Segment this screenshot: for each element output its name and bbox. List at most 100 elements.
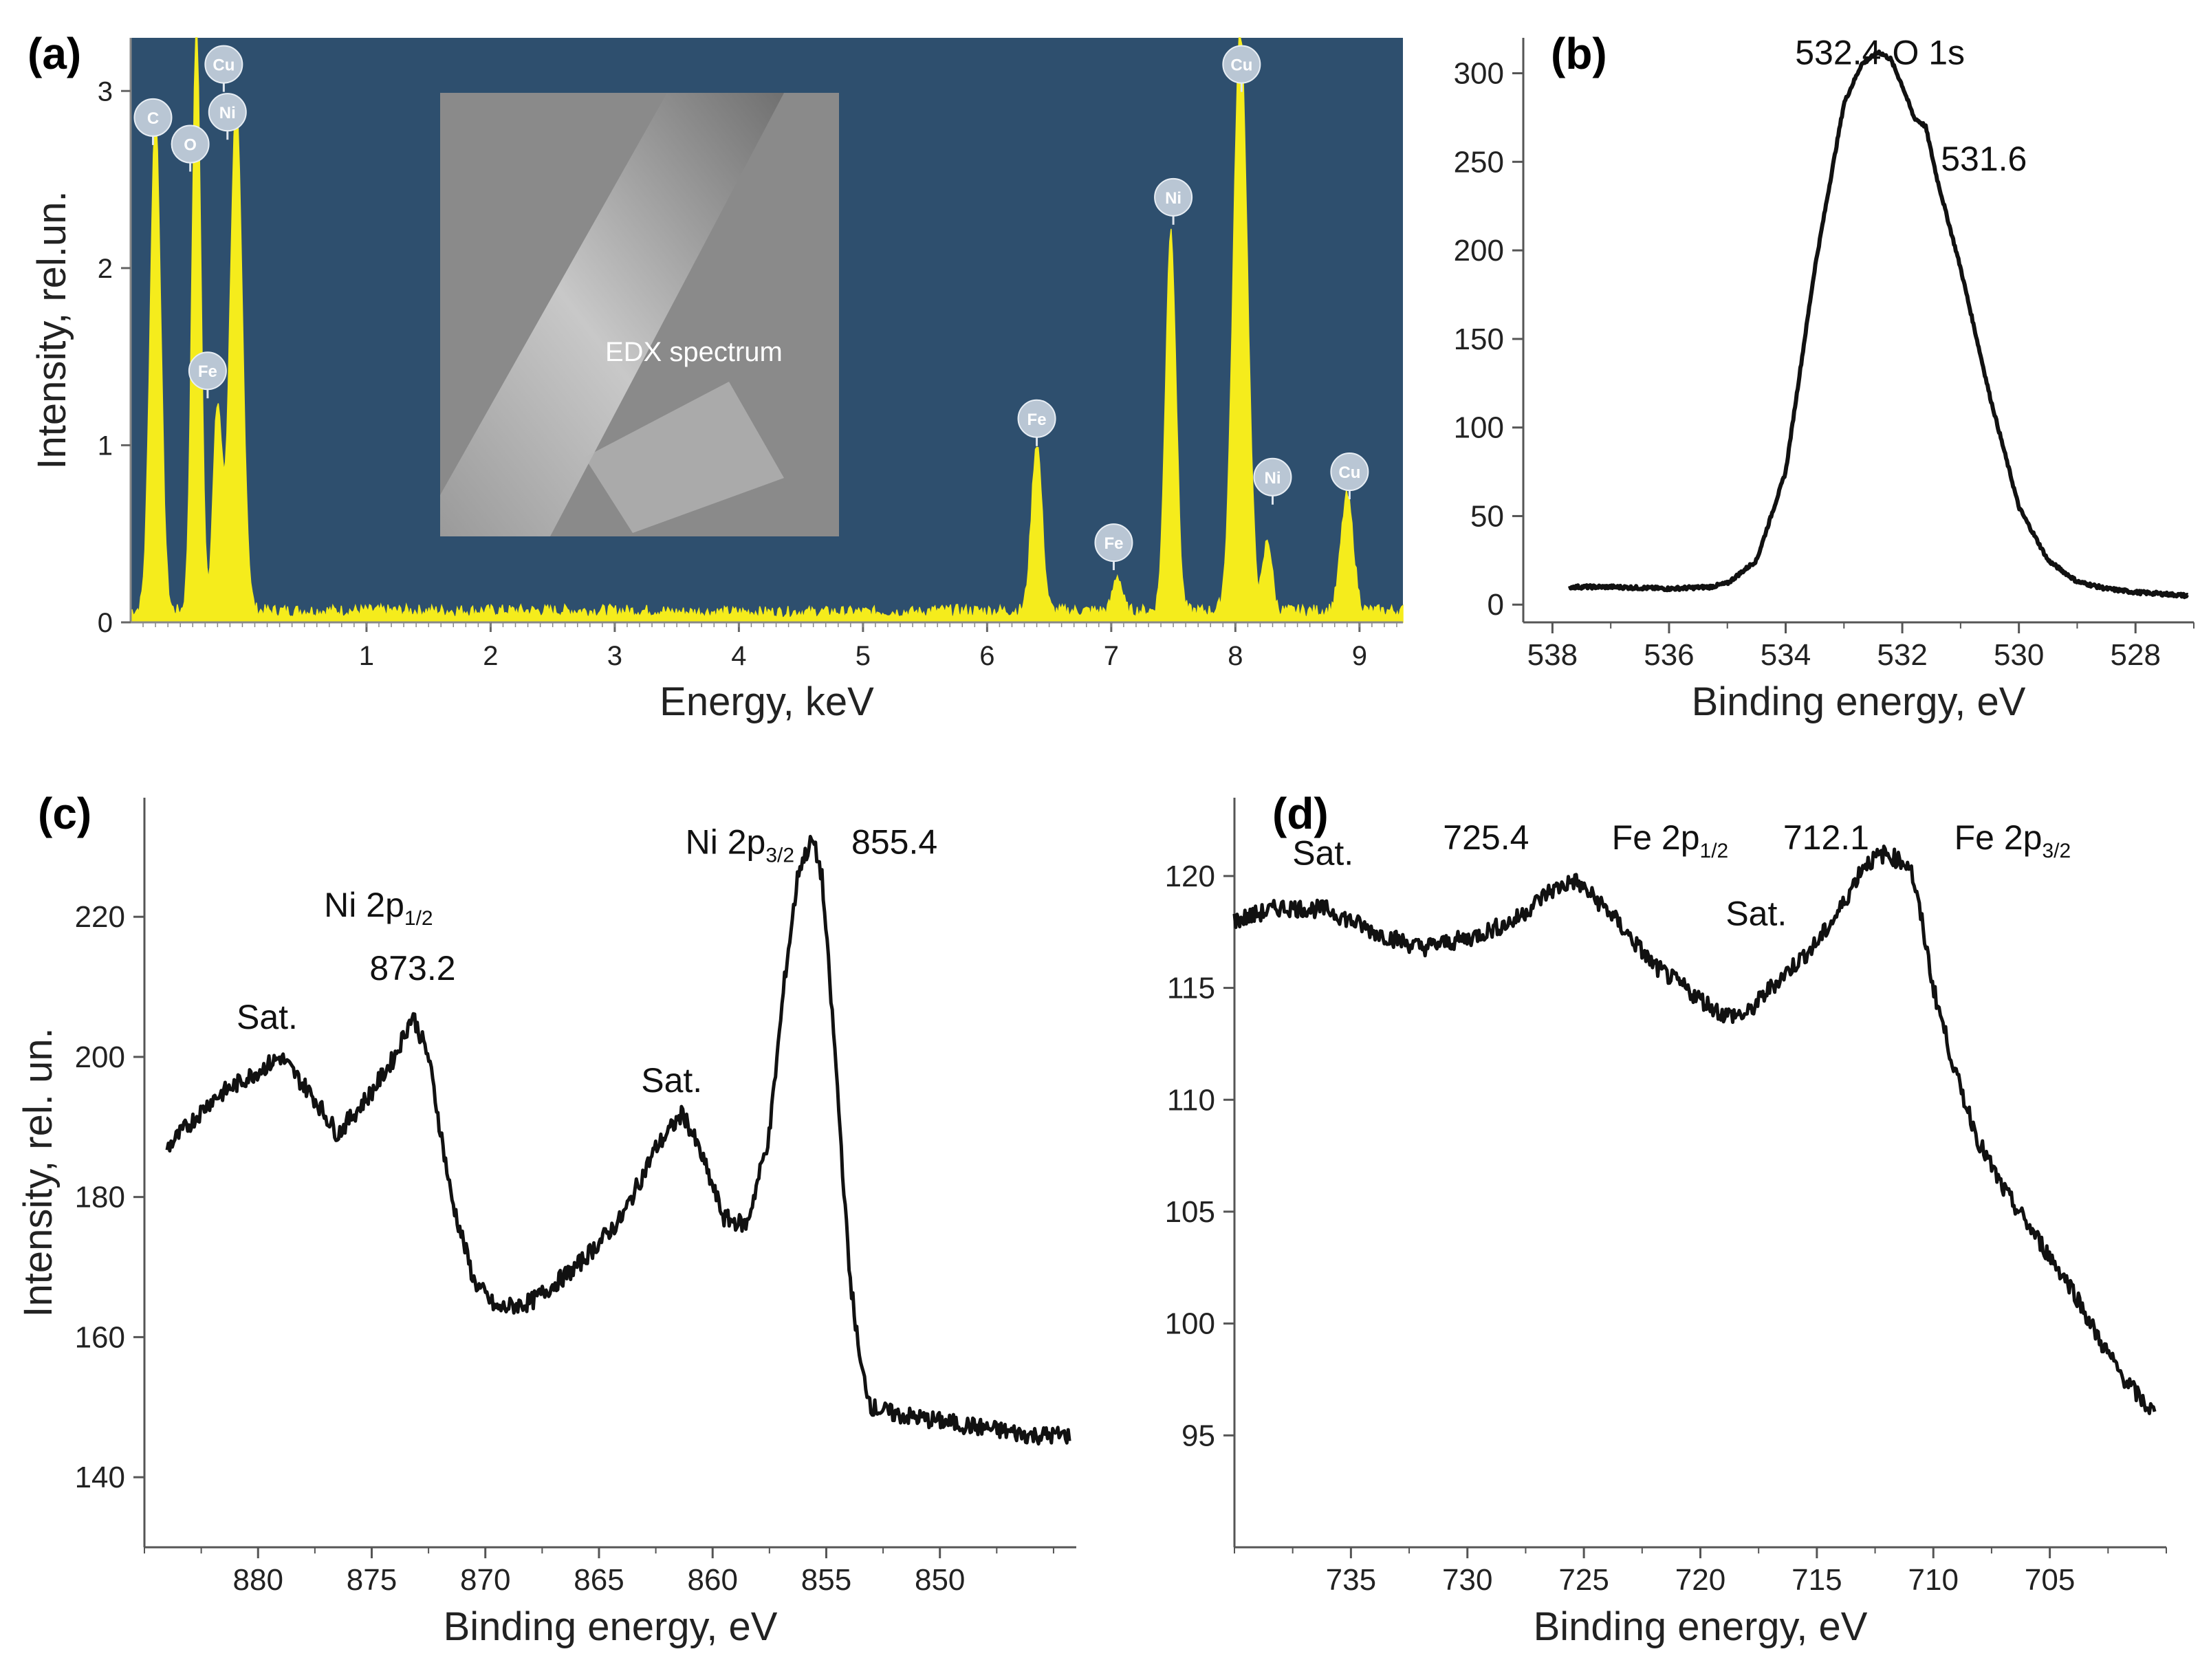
y-tick-label: 100: [1454, 411, 1504, 445]
y-tick-label: 100: [1165, 1307, 1215, 1341]
x-tick-label: 725: [1558, 1563, 1609, 1597]
x-tick-label: 880: [233, 1563, 283, 1597]
x-axis-title: Binding energy, eV: [444, 1604, 778, 1649]
x-tick-label: 710: [1908, 1563, 1959, 1597]
x-tick-label: 528: [2111, 638, 2161, 672]
y-tick-label: 2: [98, 254, 113, 284]
edx-element-badge: [204, 45, 243, 84]
x-tick-label: 715: [1791, 1563, 1842, 1597]
edx-element-label: C: [147, 109, 159, 128]
y-tick-label: 160: [75, 1320, 125, 1354]
annotation: Sat.: [1292, 834, 1353, 873]
x-tick-label: 720: [1675, 1563, 1725, 1597]
annotation: Sat.: [1725, 894, 1787, 932]
x-axis-title: Energy, keV: [660, 679, 874, 724]
x-axis-title: Binding energy, eV: [1534, 1604, 1868, 1649]
edx-element-label: Cu: [1338, 463, 1360, 482]
panel-label: (a): [28, 29, 81, 78]
x-tick-label: 6: [979, 641, 994, 671]
y-tick-label: 300: [1454, 57, 1504, 91]
edx-element-label: Fe: [198, 362, 217, 381]
edx-element-badge: [171, 124, 210, 164]
y-tick-label: 3: [98, 76, 113, 107]
panel-a: C O Cu Ni Fe Fe Fe Ni Cu Ni Cu EDX spectrum 1 2 3 4 5 6 7 8…: [28, 29, 1404, 724]
series-line: [1567, 50, 2190, 600]
edx-element-badge: [1330, 452, 1369, 492]
edx-element-label: Ni: [1165, 189, 1181, 208]
y-tick-label: 220: [75, 900, 125, 934]
annotation: 855.4: [851, 822, 937, 861]
x-tick-label: 536: [1644, 638, 1694, 672]
panel-d: 735 730 725 720 715 710 705 95 100 105 110 115 120 Sa…: [1165, 789, 2167, 1649]
y-tick-label: 115: [1167, 972, 1215, 1005]
annotation: Fe 2p3/2: [1954, 818, 2071, 862]
x-tick-label: 855: [801, 1563, 851, 1597]
edx-element-badge: [1222, 45, 1261, 84]
annotation: 873.2: [369, 949, 455, 988]
x-tick-label: 3: [607, 641, 622, 671]
annotation: Fe 2p1/2: [1612, 818, 1729, 862]
annotation: Sat.: [641, 1061, 702, 1100]
y-axis-title: Intensity, rel. un.: [16, 1027, 61, 1317]
x-tick-label: 2: [483, 641, 498, 671]
x-tick-label: 705: [2025, 1563, 2075, 1597]
x-tick-label: 865: [574, 1563, 624, 1597]
y-tick-label: 200: [75, 1040, 125, 1074]
panel-label: (b): [1551, 29, 1607, 78]
x-tick-label: 850: [915, 1563, 965, 1597]
x-tick-label: 730: [1442, 1563, 1492, 1597]
y-tick-label: 95: [1181, 1419, 1215, 1452]
annotation: 712.1: [1783, 818, 1869, 857]
inset-nanorod: [440, 93, 784, 536]
panel-label: (d): [1272, 789, 1329, 838]
edx-element-badge: [133, 98, 173, 137]
y-tick-label: 140: [75, 1461, 125, 1494]
panel-label: (c): [38, 789, 91, 838]
y-tick-label: 110: [1167, 1083, 1215, 1117]
edx-element-label: Cu: [1230, 56, 1252, 75]
x-tick-label: 538: [1527, 638, 1578, 672]
x-tick-label: 7: [1104, 641, 1119, 671]
x-tick-label: 530: [1994, 638, 2044, 672]
annotation: 725.4: [1443, 818, 1529, 857]
edx-element-label: Ni: [219, 104, 236, 122]
x-axis-title: Binding energy, eV: [1692, 679, 2026, 724]
x-tick-label: 9: [1352, 641, 1367, 671]
x-tick-label: 534: [1761, 638, 1811, 672]
annotation: O 1s: [1892, 34, 1965, 72]
y-tick-label: 0: [1488, 588, 1504, 622]
series-line: [165, 835, 1071, 1446]
edx-element-label: Fe: [1027, 411, 1047, 429]
x-tick-label: 532: [1877, 638, 1927, 672]
x-tick-label: 8: [1228, 641, 1243, 671]
y-tick-label: 150: [1454, 323, 1504, 356]
y-axis-title: Intensity, rel.un.: [30, 190, 74, 469]
edx-element-badge: [1154, 177, 1193, 217]
y-tick-label: 250: [1454, 145, 1504, 179]
panel-b: 538 536 534 532 530 528 0 50 100 150 200 250 300 532.…: [1454, 29, 2194, 724]
y-tick-label: 120: [1165, 860, 1215, 893]
annotation: Ni 2p3/2: [686, 822, 794, 866]
y-tick-label: 0: [98, 608, 113, 638]
x-tick-label: 875: [347, 1563, 397, 1597]
edx-spectrum-area: [130, 37, 1404, 623]
inset-label: EDX spectrum: [605, 337, 783, 367]
annotation: Sat.: [237, 998, 298, 1036]
y-tick-label: 180: [75, 1181, 125, 1214]
edx-element-label: Cu: [213, 56, 235, 75]
x-tick-label: 735: [1326, 1563, 1376, 1597]
annotation: 531.6: [1941, 140, 2027, 178]
y-tick-label: 50: [1470, 499, 1504, 533]
edx-element-badge: [1017, 399, 1056, 438]
inset-particle: [585, 382, 784, 533]
edx-element-badge: [1094, 523, 1133, 563]
x-tick-label: 4: [731, 641, 746, 671]
edx-element-label: O: [184, 136, 197, 155]
x-tick-label: 1: [359, 641, 374, 671]
annotation: 532.4: [1795, 34, 1881, 72]
edx-element-badge: [208, 93, 247, 132]
series-line: [1232, 844, 2157, 1415]
edx-element-label: Fe: [1104, 534, 1123, 553]
x-tick-label: 870: [460, 1563, 510, 1597]
